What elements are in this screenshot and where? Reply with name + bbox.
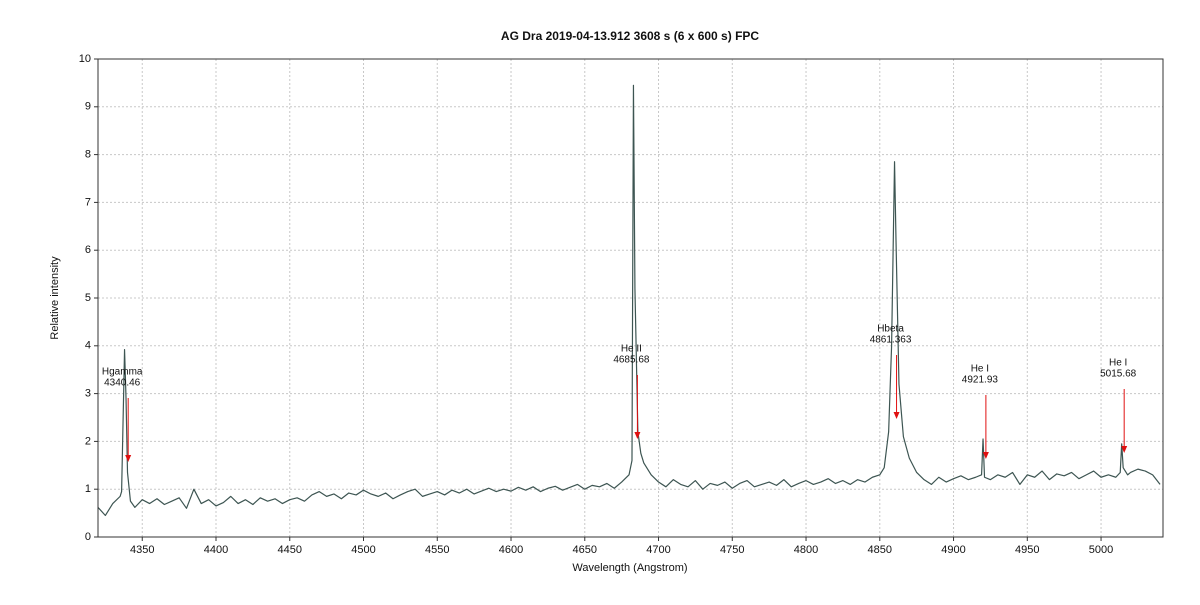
grid xyxy=(94,58,1163,541)
x-tick-label: 4450 xyxy=(278,544,302,556)
annotation-label: Hgamma xyxy=(102,367,143,378)
annotation-label: He I xyxy=(971,364,989,375)
x-tick-label: 4500 xyxy=(351,544,375,556)
x-tick-label: 4400 xyxy=(204,544,228,556)
plot-frame xyxy=(97,58,1164,538)
y-tick-label: 5 xyxy=(85,292,91,304)
chart-title: AG Dra 2019-04-13.912 3608 s (6 x 600 s)… xyxy=(501,29,759,43)
annotation-arrowhead xyxy=(1121,446,1128,453)
y-tick-label: 1 xyxy=(85,483,91,495)
y-tick-label: 0 xyxy=(85,531,91,543)
y-tick-label: 3 xyxy=(85,388,91,400)
x-tick-label: 5000 xyxy=(1089,544,1113,556)
x-tick-label: 4800 xyxy=(794,544,818,556)
annotation-arrowhead xyxy=(125,455,132,462)
y-tick-label: 6 xyxy=(85,244,91,256)
annotation-label: Hbeta xyxy=(877,324,904,335)
x-tick-label: 4600 xyxy=(499,544,523,556)
annotation-label: He II xyxy=(621,344,642,355)
annotation-wavelength: 4861.363 xyxy=(870,335,912,346)
x-tick-label: 4700 xyxy=(646,544,670,556)
y-tick-label: 2 xyxy=(85,435,91,447)
x-tick-label: 4900 xyxy=(941,544,965,556)
annotation-arrowhead xyxy=(893,412,900,419)
y-axis-label: Relative intensity xyxy=(49,256,61,340)
annotation-wavelength: 4685.68 xyxy=(613,355,650,366)
x-tick-label: 4950 xyxy=(1015,544,1039,556)
y-tick-label: 7 xyxy=(85,196,91,208)
x-tick-label: 4850 xyxy=(868,544,892,556)
annotation-wavelength: 4921.93 xyxy=(962,375,999,386)
annotation-label: He I xyxy=(1109,358,1127,369)
annotation-arrowhead xyxy=(634,432,641,439)
x-tick-label: 4350 xyxy=(130,544,154,556)
x-tick-label: 4550 xyxy=(425,544,449,556)
y-tick-label: 10 xyxy=(79,53,91,65)
plot xyxy=(97,84,1161,517)
annotation-wavelength: 5015.68 xyxy=(1100,369,1137,380)
y-tick-label: 9 xyxy=(85,101,91,113)
y-tick-label: 4 xyxy=(85,340,91,352)
annotation-arrowhead xyxy=(982,452,989,459)
spectrum-line xyxy=(97,84,1161,517)
x-tick-label: 4650 xyxy=(573,544,597,556)
x-axis-label: Wavelength (Angstrom) xyxy=(572,562,687,574)
y-tick-label: 8 xyxy=(85,149,91,161)
annotation-wavelength: 4340.46 xyxy=(104,378,141,389)
x-tick-label: 4750 xyxy=(720,544,744,556)
